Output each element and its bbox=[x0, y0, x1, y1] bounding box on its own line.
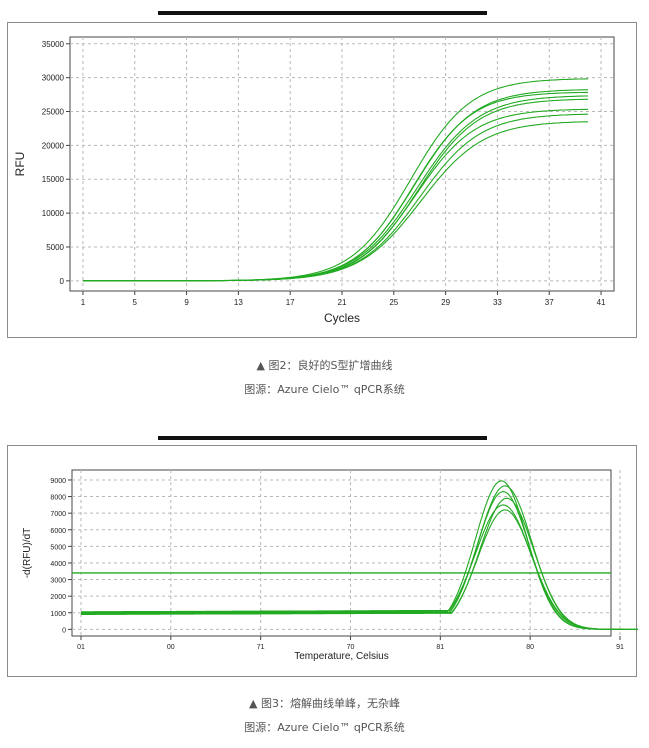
melt-curve-chart: 0 1000 2000 3000 4000 5000 6000 7000 8000 9000 01 0… bbox=[22, 469, 638, 662]
y-tick-label: 1000 bbox=[50, 611, 66, 618]
y-tick-label: 0 bbox=[62, 627, 66, 634]
figure2-caption: ▲ 图2：良好的S型扩增曲线 bbox=[256, 359, 393, 372]
x-tick-label: 91 bbox=[616, 644, 624, 651]
y-axis-title: RFU bbox=[13, 152, 27, 177]
x-tick-label: 80 bbox=[526, 644, 534, 651]
y-tick-label: 35000 bbox=[42, 40, 65, 49]
y-tick-label: 4000 bbox=[50, 561, 66, 568]
plot-area bbox=[71, 469, 612, 637]
amplification-chart-frame: 0 5000 10000 15000 20000 25000 30000 35000 1 5 9 13… bbox=[7, 22, 637, 338]
y-tick-label: 8000 bbox=[50, 495, 66, 502]
x-tick-label: 81 bbox=[436, 644, 444, 651]
x-tick-label: 13 bbox=[234, 298, 243, 307]
series-line-6 bbox=[81, 509, 638, 630]
y-tick-label: 10000 bbox=[42, 209, 65, 218]
x-tick-label: 71 bbox=[257, 644, 265, 651]
amplification-chart: 0 5000 10000 15000 20000 25000 30000 35000 1 5 9 13… bbox=[13, 36, 615, 325]
x-tick-label: 5 bbox=[133, 298, 138, 307]
x-axis-title: Cycles bbox=[324, 311, 360, 325]
y-tick-label: 6000 bbox=[50, 528, 66, 535]
x-tick-label: 01 bbox=[77, 644, 85, 651]
y-tick-label: 2000 bbox=[50, 594, 66, 601]
x-tick-label: 70 bbox=[347, 644, 355, 651]
y-tick-label: 5000 bbox=[50, 544, 66, 551]
y-tick-label: 20000 bbox=[42, 141, 65, 150]
x-tick-label: 41 bbox=[597, 298, 606, 307]
divider-bar-top bbox=[158, 11, 487, 15]
y-tick-label: 9000 bbox=[50, 478, 66, 485]
divider-bar-bottom bbox=[158, 436, 487, 440]
y-tick-label: 15000 bbox=[42, 175, 65, 184]
x-tick-label: 21 bbox=[338, 298, 347, 307]
x-axis-title: Temperature, Celsius bbox=[294, 651, 388, 662]
y-tick-label: 30000 bbox=[42, 74, 65, 83]
x-tick-label: 9 bbox=[184, 298, 189, 307]
x-tick-label: 33 bbox=[493, 298, 502, 307]
figure3-source: 图源：Azure Cielo™ qPCR系统 bbox=[244, 721, 405, 734]
y-tick-label: 0 bbox=[60, 277, 65, 286]
y-tick-label: 7000 bbox=[50, 511, 66, 518]
figure3-caption: ▲ 图3：熔解曲线单峰，无杂峰 bbox=[249, 697, 400, 710]
series-line-8 bbox=[83, 121, 589, 282]
x-tick-label: 17 bbox=[286, 298, 295, 307]
x-tick-label: 25 bbox=[389, 298, 398, 307]
figure2-source: 图源：Azure Cielo™ qPCR系统 bbox=[244, 383, 405, 396]
x-tick-label: 1 bbox=[81, 298, 86, 307]
x-tick-label: 37 bbox=[545, 298, 554, 307]
melt-curve-chart-frame: 0 1000 2000 3000 4000 5000 6000 7000 8000 9000 01 0… bbox=[7, 445, 638, 677]
y-tick-label: 25000 bbox=[42, 108, 65, 117]
x-tick-label: 00 bbox=[167, 644, 175, 651]
x-tick-label: 29 bbox=[441, 298, 450, 307]
y-tick-label: 3000 bbox=[50, 578, 66, 585]
y-axis-title: -d(RFU)/dT bbox=[22, 528, 33, 579]
y-tick-label: 5000 bbox=[46, 243, 64, 252]
